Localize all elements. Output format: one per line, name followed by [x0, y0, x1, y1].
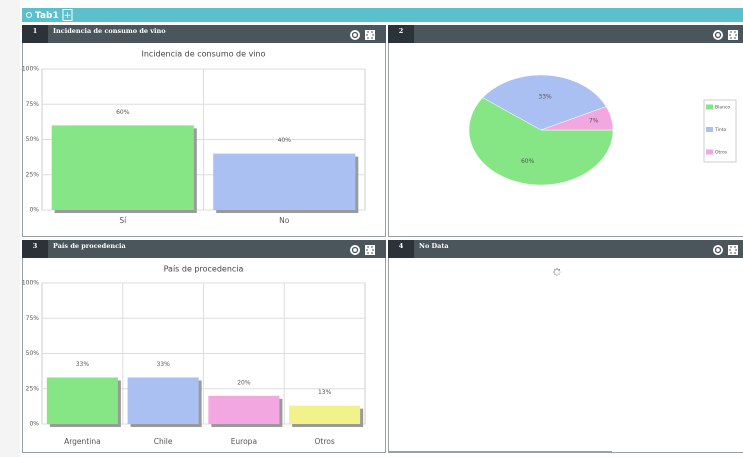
y-tick-label: 75%	[26, 101, 40, 108]
y-tick-label: 75%	[26, 315, 40, 322]
y-tick-label: 25%	[26, 171, 40, 178]
y-tick-label: 50%	[26, 350, 40, 357]
slice-label: 33%	[538, 94, 552, 101]
loading-dot	[554, 269, 556, 271]
panel-number-box	[22, 25, 48, 43]
legend-label: Tinto	[714, 127, 726, 133]
slice-label: 7%	[589, 118, 599, 125]
y-tick-label: 25%	[26, 385, 40, 392]
slice-label: 60%	[521, 158, 535, 165]
refresh-icon	[351, 31, 359, 39]
pie-slice	[482, 74, 607, 131]
y-tick-label: 0%	[29, 207, 39, 214]
x-tick-label: Europa	[231, 437, 257, 446]
value-label: 13%	[318, 389, 332, 396]
bar	[289, 405, 361, 424]
panel-number: 3	[33, 242, 38, 250]
loading-dot	[556, 268, 558, 270]
loading-dot	[558, 269, 560, 271]
bar	[51, 125, 194, 210]
value-label: 20%	[237, 379, 251, 386]
panel-title: País de procedencia	[53, 242, 126, 250]
x-tick-label: Otros	[314, 437, 334, 446]
expand-icon	[366, 31, 374, 39]
panel-number: 1	[33, 27, 38, 35]
bar	[213, 153, 356, 210]
bar	[208, 395, 280, 424]
panel-title: Incidencia de consumo de vino	[53, 27, 166, 35]
chart-title: Incidencia de consumo de vino	[141, 50, 265, 59]
refresh-icon	[714, 246, 722, 254]
legend-label: Otros	[715, 150, 728, 156]
x-tick-label: No	[279, 216, 290, 225]
chart-title: País de procedencia	[164, 265, 244, 274]
loading-dot	[554, 273, 556, 275]
loading-dot	[556, 274, 558, 276]
panel-title: No Data	[419, 242, 449, 250]
legend-swatch	[706, 104, 713, 110]
tab-bar	[22, 8, 743, 22]
expand-button[interactable]	[365, 245, 375, 255]
panel-number: 2	[399, 27, 404, 35]
x-tick-label: Chile	[154, 437, 173, 446]
pie-slice	[468, 97, 614, 186]
tab-add-box[interactable]	[62, 9, 73, 21]
expand-icon	[729, 246, 737, 254]
legend-label: Blanco	[715, 105, 730, 111]
x-tick-label: Argentina	[64, 437, 101, 446]
panel	[388, 240, 743, 453]
value-label: 33%	[76, 361, 90, 368]
bar	[127, 377, 199, 424]
refresh-button[interactable]	[350, 30, 360, 40]
pie-slice	[540, 106, 614, 131]
refresh-icon	[714, 31, 722, 39]
expand-button[interactable]	[365, 30, 375, 40]
expand-icon	[366, 246, 374, 254]
value-label: 40%	[278, 137, 292, 144]
tab[interactable]: Tab1	[26, 11, 59, 21]
tab-add[interactable]: +	[64, 11, 72, 21]
refresh-button[interactable]	[713, 30, 723, 40]
panel-header	[22, 25, 386, 43]
value-label: 60%	[116, 109, 130, 116]
legend-swatch	[706, 127, 713, 132]
panel-header	[388, 240, 743, 258]
loading-dot	[553, 271, 555, 273]
panel-number-box	[22, 240, 48, 258]
panel-header	[22, 240, 386, 258]
y-tick-label: 100%	[22, 66, 39, 73]
y-tick-label: 0%	[29, 421, 39, 428]
tab-label[interactable]: Tab1	[35, 11, 59, 21]
loading-dot	[559, 271, 561, 273]
panel-number-box	[388, 25, 414, 43]
y-tick-label: 100%	[22, 280, 39, 287]
x-tick-label: Sí	[119, 216, 127, 225]
value-label: 33%	[156, 361, 170, 368]
tab-icon	[26, 12, 32, 18]
panel-header	[388, 25, 743, 43]
refresh-icon	[351, 246, 359, 254]
bar	[46, 377, 118, 424]
panel-number: 4	[399, 242, 404, 250]
refresh-button[interactable]	[713, 245, 723, 255]
expand-icon	[729, 31, 737, 39]
expand-button[interactable]	[728, 245, 738, 255]
legend-swatch	[706, 149, 713, 155]
panel-number-box	[388, 240, 414, 258]
expand-button[interactable]	[728, 30, 738, 40]
y-tick-label: 50%	[26, 136, 40, 143]
refresh-button[interactable]	[350, 245, 360, 255]
loading-dot	[558, 273, 560, 275]
